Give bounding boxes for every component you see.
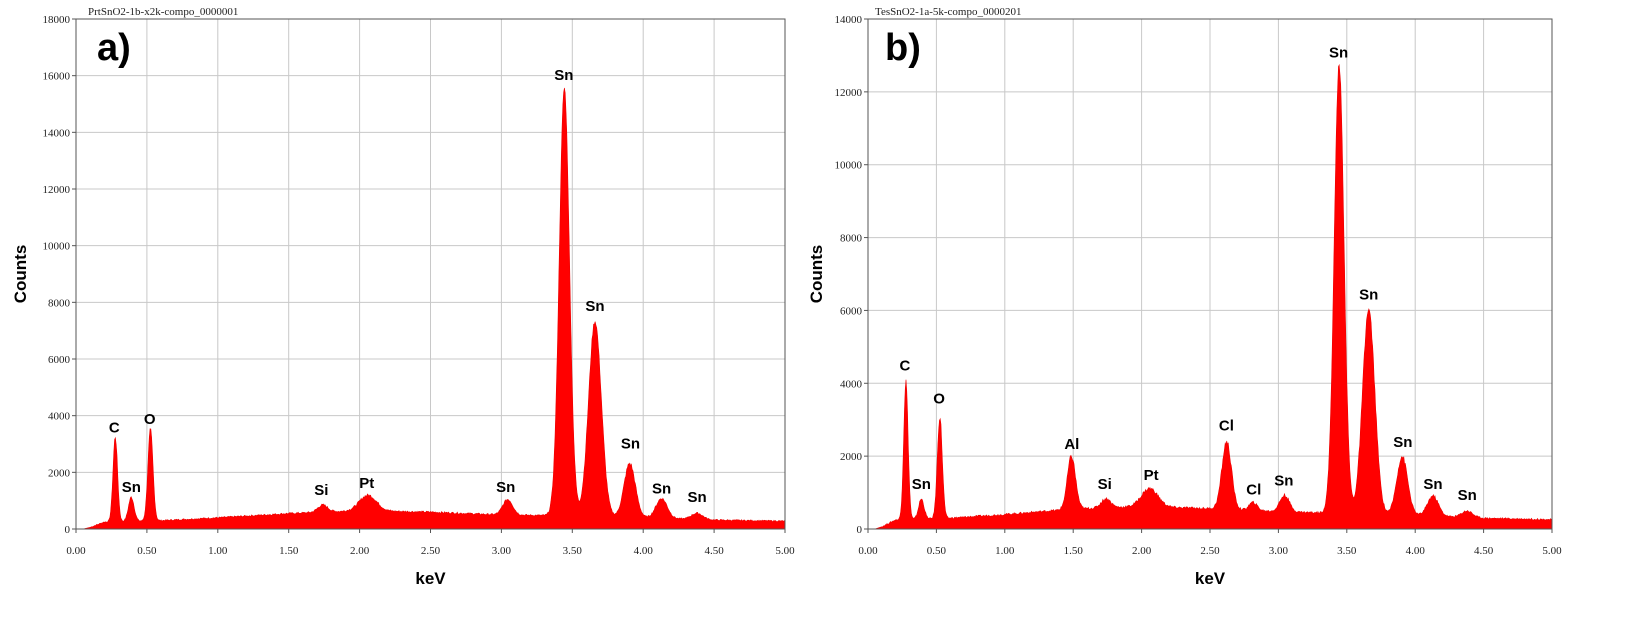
x-tick-label: 3.50: [1337, 545, 1357, 557]
panel-letter: a): [97, 27, 131, 69]
peak-label: C: [109, 420, 120, 437]
x-tick-label: 0.00: [66, 545, 86, 557]
x-tick-label: 0.00: [858, 545, 878, 557]
x-tick-label: 4.00: [1406, 545, 1426, 557]
y-tick-label: 12000: [43, 184, 71, 196]
peak-label: Sn: [912, 476, 931, 493]
x-tick-label: 1.00: [995, 545, 1015, 557]
peak-label: C: [900, 358, 911, 375]
spectrum-area: [868, 63, 1553, 530]
x-tick-label: 4.50: [1474, 545, 1494, 557]
peak-label: Sn: [1393, 434, 1412, 451]
x-tick-label: 5.00: [775, 545, 795, 557]
spectrum-panel-b: 0.00 0.50 1.00 1.50 2.00 2.50 3.00 3.50 4.00 4.50…: [807, 6, 1562, 588]
peak-label: Sn: [1329, 44, 1348, 61]
peak-label: Sn: [1274, 472, 1293, 489]
panel-letter: b): [885, 27, 921, 69]
peak-label: Cl: [1246, 481, 1261, 498]
y-tick-label: 14000: [835, 14, 863, 26]
x-tick-label: 3.00: [492, 545, 512, 557]
y-tick-label: 10000: [835, 160, 863, 172]
y-tick-label: 14000: [43, 127, 71, 139]
peak-label: Sn: [652, 481, 671, 498]
y-tick-label: 0: [65, 524, 71, 536]
x-tick-label: 2.50: [421, 545, 441, 557]
x-tick-label: 5.00: [1542, 545, 1562, 557]
y-tick-label: 6000: [48, 354, 71, 366]
peak-label: Sn: [496, 479, 515, 496]
y-tick-label: 4000: [48, 411, 71, 423]
peak-label: Sn: [122, 479, 141, 496]
peak-label: Si: [1098, 476, 1112, 493]
panel-title: PrtSnO2-1b-x2k-compo_0000001: [88, 6, 238, 18]
peak-label: Cl: [1219, 418, 1234, 435]
peak-label: Pt: [359, 475, 374, 492]
x-tick-label: 2.50: [1200, 545, 1220, 557]
peak-label: Sn: [554, 67, 573, 84]
x-tick-label: 3.50: [563, 545, 583, 557]
x-tick-label: 1.50: [279, 545, 299, 557]
x-axis-label: keV: [1195, 569, 1226, 588]
y-tick-label: 12000: [835, 87, 863, 99]
spectrum-area: [76, 87, 786, 530]
peak-label: O: [144, 411, 156, 428]
y-axis-label: Counts: [11, 245, 30, 304]
x-axis-label: keV: [415, 569, 446, 588]
peak-label: Sn: [1458, 487, 1477, 504]
y-tick-label: 8000: [48, 297, 71, 309]
y-tick-label: 8000: [840, 233, 863, 245]
peak-label: Sn: [1423, 476, 1442, 493]
peak-label: Sn: [585, 298, 604, 315]
peak-label: Sn: [621, 435, 640, 452]
spectrum-panel-a: 0.00 0.50 1.00 1.50 2.00 2.50 3.00 3.50 4.00 4.50…: [11, 6, 795, 588]
x-tick-label: 4.00: [634, 545, 654, 557]
x-tick-label: 0.50: [927, 545, 947, 557]
y-tick-label: 2000: [48, 467, 71, 479]
x-tick-label: 1.00: [208, 545, 228, 557]
peak-label: Sn: [687, 489, 706, 506]
x-tick-label: 2.00: [350, 545, 370, 557]
panel-title: TesSnO2-1a-5k-compo_0000201: [875, 6, 1022, 18]
peak-label: Al: [1064, 436, 1079, 453]
y-tick-label: 2000: [840, 451, 863, 463]
y-tick-label: 6000: [840, 305, 863, 317]
y-axis-label: Counts: [807, 245, 826, 304]
x-tick-label: 4.50: [704, 545, 724, 557]
x-tick-label: 0.50: [137, 545, 157, 557]
y-tick-label: 0: [857, 524, 863, 536]
peak-label: Sn: [1359, 287, 1378, 304]
peak-label: Si: [314, 482, 328, 499]
peak-label: Pt: [1144, 467, 1159, 484]
y-tick-label: 18000: [43, 14, 71, 26]
y-tick-label: 4000: [840, 378, 863, 390]
y-tick-label: 16000: [43, 71, 71, 83]
peak-label: O: [933, 390, 945, 407]
y-tick-label: 10000: [43, 241, 71, 253]
x-tick-label: 1.50: [1064, 545, 1084, 557]
x-tick-label: 3.00: [1269, 545, 1289, 557]
x-tick-label: 2.00: [1132, 545, 1152, 557]
